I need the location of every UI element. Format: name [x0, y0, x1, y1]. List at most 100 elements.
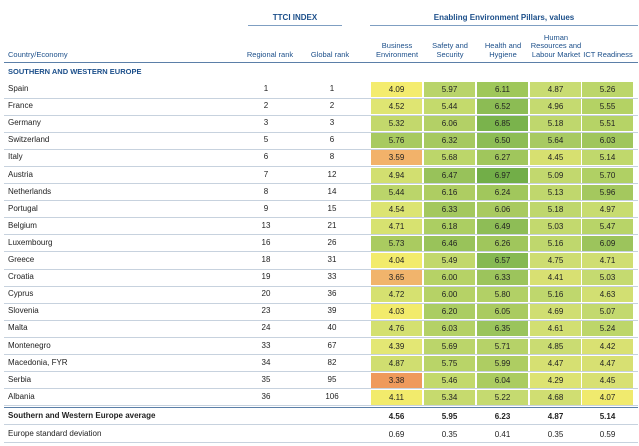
row-divider: [4, 371, 638, 373]
global-rank: 2: [329, 101, 335, 111]
pillar-value: 0.69: [388, 429, 405, 439]
pillar-value: 5.49: [424, 253, 475, 268]
table-row: Malta 24 40 4.76 6.03 6.35 4.61 5.24: [4, 320, 638, 337]
pillar-value: 6.32: [424, 133, 475, 149]
pillar-header-line: Business: [381, 41, 413, 50]
pillar-value: 5.73: [371, 235, 422, 251]
pillar-header-line: Resources and: [530, 41, 582, 50]
pillar-value: 0.35: [441, 429, 458, 439]
global-rank: 8: [329, 152, 335, 162]
pillar-value: 5.18: [530, 116, 581, 132]
pillar-value: 6.20: [424, 304, 475, 320]
regional-rank: 5: [263, 135, 269, 145]
regional-rank: 35: [261, 374, 271, 384]
pillar-value: 6.97: [477, 167, 528, 183]
pillar-value: 6.06: [424, 116, 475, 132]
regional-rank: 3: [263, 118, 269, 128]
regional-rank: 2: [263, 101, 269, 111]
table-row: Austria 7 12 4.94 6.47 6.97 5.09 5.70: [4, 167, 638, 184]
country-name: Macedonia, FYR: [8, 357, 68, 367]
pillar-value: 5.44: [424, 99, 475, 115]
pillar-value: 4.47: [530, 355, 581, 371]
country-name: Albania: [8, 391, 35, 401]
pillar-value: 0.59: [599, 429, 616, 439]
country-name: Southern and Western Europe average: [8, 410, 156, 420]
pillar-header-3: Health and Hygiene: [477, 41, 529, 59]
pillar-value: 5.03: [530, 218, 581, 234]
col-global-rank-header: Global rank: [310, 50, 350, 59]
country-name: Malta: [8, 323, 28, 333]
row-divider: [4, 442, 638, 444]
pillar-value: 5.47: [582, 218, 633, 234]
pillar-value: 4.87: [371, 355, 422, 371]
country-name: Netherlands: [8, 186, 52, 196]
country-name: Belgium: [8, 220, 37, 230]
row-divider: [4, 131, 638, 133]
pillar-header-line: ICT Readiness: [583, 49, 633, 59]
row-divider: [4, 217, 638, 219]
table-row: Albania 36 106 4.11 5.34 5.22 4.68 4.07: [4, 389, 638, 406]
pillar-value: 4.42: [582, 338, 633, 354]
section-title: SOUTHERN AND WESTERN EUROPE: [8, 67, 142, 76]
pillar-value: 6.33: [477, 270, 528, 286]
pillar-value: 5.75: [424, 355, 475, 371]
country-name: Italy: [8, 152, 23, 162]
regional-rank: 1: [263, 84, 269, 93]
pillar-value: 5.55: [582, 99, 633, 115]
regional-rank: 16: [261, 237, 271, 247]
pillar-value: 4.87: [530, 82, 581, 97]
pillar-value: 4.97: [582, 201, 633, 217]
pillar-value: 5.14: [582, 150, 633, 166]
global-rank: 14: [327, 186, 337, 196]
pillar-value: 4.09: [371, 82, 422, 97]
pillar-value: 5.71: [477, 338, 528, 354]
table-row: Luxembourg 16 26 5.73 6.46 6.26 5.16 6.09: [4, 235, 638, 252]
pillar-value: 4.71: [582, 253, 633, 268]
pillar-header-line: Safety and: [432, 41, 468, 50]
regional-rank: 23: [261, 306, 271, 316]
pillar-header-line: Human: [543, 32, 569, 42]
pillar-value: 6.49: [477, 218, 528, 234]
pillar-value: 5.46: [424, 372, 475, 388]
regional-rank: 19: [261, 272, 271, 282]
pillar-value: 4.75: [530, 253, 581, 268]
pillar-value: 6.33: [424, 201, 475, 217]
pillar-value: 6.57: [477, 253, 528, 268]
regional-rank: 20: [261, 289, 271, 299]
global-rank: 12: [327, 169, 337, 179]
regional-rank: 34: [261, 357, 271, 367]
pillar-header-line: Health and: [484, 41, 522, 50]
table-row: Greece 18 31 4.04 5.49 6.57 4.75 4.71: [4, 252, 638, 269]
table-row: Slovenia 23 39 4.03 6.20 6.05 4.69 5.07: [4, 303, 638, 320]
country-name: Germany: [8, 118, 41, 128]
pillars-header: Enabling Environment Pillars, values: [433, 13, 575, 22]
table-row: Switzerland 5 6 5.76 6.32 6.50 5.64 6.03: [4, 132, 638, 149]
pillar-header-line: Environment: [375, 49, 419, 59]
pillar-value: 4.04: [371, 253, 422, 268]
ttci-header-rule: [248, 25, 342, 26]
pillar-header-1: Business Environment: [371, 41, 423, 59]
pillar-value: 6.23: [494, 411, 511, 421]
pillar-value: 5.26: [582, 82, 633, 97]
row-divider: [4, 97, 638, 99]
global-rank: 26: [327, 237, 337, 247]
row-divider: [4, 336, 638, 338]
pillar-value: 6.00: [424, 270, 475, 286]
row-divider: [4, 234, 638, 236]
pillar-value: 6.85: [477, 116, 528, 132]
pillar-value: 5.24: [582, 321, 633, 337]
pillar-value: 6.04: [477, 372, 528, 388]
pillar-value: 4.94: [371, 167, 422, 183]
country-name: Greece: [8, 255, 35, 264]
pillar-value: 4.63: [582, 287, 633, 303]
regional-rank: 7: [263, 169, 269, 179]
pillar-value: 4.76: [371, 321, 422, 337]
regional-rank: 9: [263, 203, 269, 213]
pillar-value: 6.26: [477, 235, 528, 251]
global-rank: 15: [327, 203, 337, 213]
pillar-header-4: Human Resources and Labour Market: [530, 32, 582, 60]
pillar-value: 4.52: [371, 99, 422, 115]
row-divider: [4, 319, 638, 321]
table-row: Portugal 9 15 4.54 6.33 6.06 5.18 4.97: [4, 201, 638, 218]
